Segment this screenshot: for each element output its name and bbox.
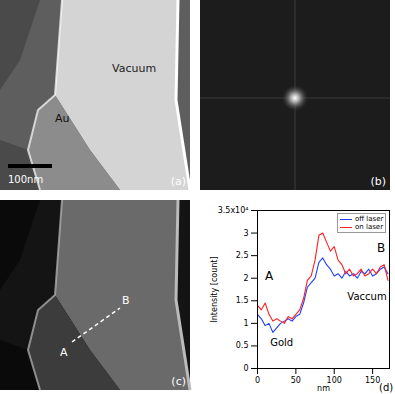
svg-text:100nm: 100nm: [8, 174, 43, 185]
svg-text:B: B: [122, 294, 130, 307]
svg-text:(b): (b): [370, 175, 386, 188]
svg-text:A: A: [60, 346, 68, 359]
svg-text:Au: Au: [55, 112, 70, 125]
svg-text:Intensity [count]: Intensity [count]: [210, 256, 219, 322]
svg-text:150: 150: [365, 376, 380, 385]
html-text:A: A: [264, 269, 274, 284]
svg-text:2.5: 2.5: [236, 251, 249, 260]
svg-text:2: 2: [243, 274, 248, 283]
svg-text:0: 0: [243, 364, 248, 373]
svg-text:1: 1: [243, 319, 248, 328]
html-text:B: B: [377, 240, 386, 255]
html-text:off laser: off laser: [355, 214, 384, 223]
html-text:on laser: on laser: [355, 222, 383, 231]
html-text:Gold: Gold: [270, 336, 294, 348]
svg-text:50: 50: [291, 376, 301, 385]
svg-text:0.5: 0.5: [236, 341, 249, 350]
svg-text:3: 3: [243, 229, 248, 238]
svg-text:100: 100: [326, 376, 342, 386]
svg-text:1.5: 1.5: [236, 296, 249, 305]
html-text:(d): (d): [379, 382, 394, 393]
svg-text:(a): (a): [171, 175, 186, 188]
svg-text:3.5x10⁴: 3.5x10⁴: [218, 206, 249, 215]
html-text:Vaccum: Vaccum: [347, 290, 387, 302]
svg-text:(c): (c): [171, 375, 186, 388]
svg-text:0: 0: [255, 376, 260, 385]
svg-text:Vacuum: Vacuum: [112, 62, 156, 75]
svg-text:nm: nm: [317, 384, 330, 393]
